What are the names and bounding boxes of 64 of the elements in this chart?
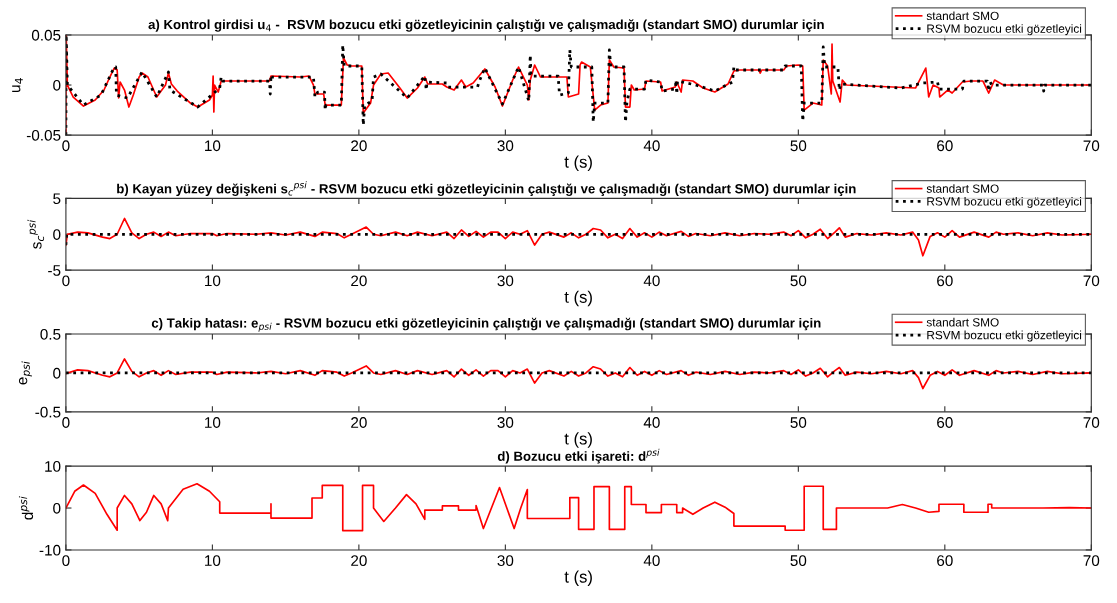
x-tick-label: 20 [351, 275, 367, 287]
x-axis-title: t (s) [564, 290, 592, 307]
chart-title: d) Bozucu etki işareti: d$^{psi}$ [497, 448, 660, 464]
x-tick-label: 40 [643, 417, 660, 428]
x-tick-label: 70 [1083, 275, 1100, 287]
legend-label: RSVM bozucu etki gözetleyici [927, 24, 1082, 36]
x-tick-label: 70 [1083, 417, 1100, 428]
chart-title: a) Kontrol girdisi u$_{4}$ - RSVM bozucu etki gözetleyicinin çalıştığı ve çalışmadığı (standart SMO) durumlar için [148, 19, 824, 32]
x-tick-label: 0 [62, 275, 70, 287]
x-tick-label: 40 [643, 275, 660, 287]
chart-title: c) Takip hatası: e$_{psi}$ - RSVM bozucu etki gözetleyicinin çalıştığı ve çalışmadığı (standart SMO) durumlar için [151, 317, 821, 332]
y-tick-label: -10 [39, 544, 61, 556]
legend-label: standart SMO [926, 317, 999, 327]
y-tick-label: -0.5 [35, 406, 61, 418]
y-tick-label: 0 [53, 502, 61, 514]
x-tick-label: 10 [205, 275, 221, 287]
x-tick-label: 50 [790, 555, 807, 567]
y-axis-title: u$_{4}$ [12, 78, 23, 92]
x-tick-label: 50 [790, 140, 807, 152]
x-tick-label: 0 [62, 140, 70, 152]
y-tick-label: -5 [48, 265, 61, 276]
x-tick-label: 70 [1083, 555, 1100, 567]
x-tick-label: 60 [937, 140, 953, 152]
x-tick-label: 20 [351, 417, 367, 428]
x-tick-label: 60 [937, 555, 953, 567]
y-tick-label: 5 [53, 193, 61, 205]
x-tick-label: 30 [497, 417, 514, 428]
x-tick-label: 30 [497, 555, 514, 567]
x-tick-label: 0 [62, 555, 70, 567]
line-series [65, 482, 1092, 532]
y-tick-label: 0 [53, 229, 61, 240]
legend-label: standart SMO [926, 11, 999, 21]
x-tick-label: 30 [497, 140, 514, 152]
y-tick-label: 0.5 [40, 328, 61, 340]
x-tick-label: 70 [1083, 140, 1100, 152]
x-tick-label: 40 [643, 140, 660, 152]
line-series [65, 217, 1092, 257]
y-tick-label: 10 [45, 460, 61, 472]
x-tick-label: 20 [351, 140, 367, 152]
legend-label: standart SMO [926, 184, 999, 193]
x-tick-label: 40 [643, 555, 660, 567]
x-axis-title: t (s) [564, 570, 592, 586]
x-tick-label: 10 [205, 140, 221, 152]
x-tick-label: 30 [497, 275, 514, 287]
x-tick-label: 60 [937, 417, 953, 428]
x-axis-title: t (s) [564, 155, 592, 172]
x-tick-label: 50 [790, 275, 807, 287]
y-axis-title: e$_{psi}$ [18, 361, 32, 385]
x-tick-label: 10 [205, 555, 221, 567]
x-tick-label: 60 [937, 275, 953, 287]
y-tick-label: 0.05 [31, 29, 61, 41]
x-axis-title: t (s) [564, 432, 592, 448]
y-axis-title: d$^{psi}$ [18, 496, 34, 520]
x-tick-label: 0 [62, 417, 70, 428]
chart-title: b) Kayan yüzey değişkeni s$_{c}$$^{psi}$ - RSVM bozucu etki gözetleyicinin çalıştığı ve çalışmadığı (standart SMO) durumlar için [117, 181, 856, 197]
x-tick-label: 10 [205, 417, 221, 428]
y-tick-label: 0 [53, 79, 61, 91]
y-axis-title: s$_{c}$$^{psi}$ [27, 219, 45, 249]
y-tick-label: -0.05 [26, 129, 61, 141]
y-tick-label: 0 [53, 367, 61, 379]
x-tick-label: 50 [790, 417, 807, 428]
legend-label: RSVM bozucu etki gözetleyici [927, 196, 1082, 208]
x-tick-label: 20 [351, 555, 367, 567]
legend-label: RSVM bozucu etki gözetleyici [927, 330, 1082, 342]
